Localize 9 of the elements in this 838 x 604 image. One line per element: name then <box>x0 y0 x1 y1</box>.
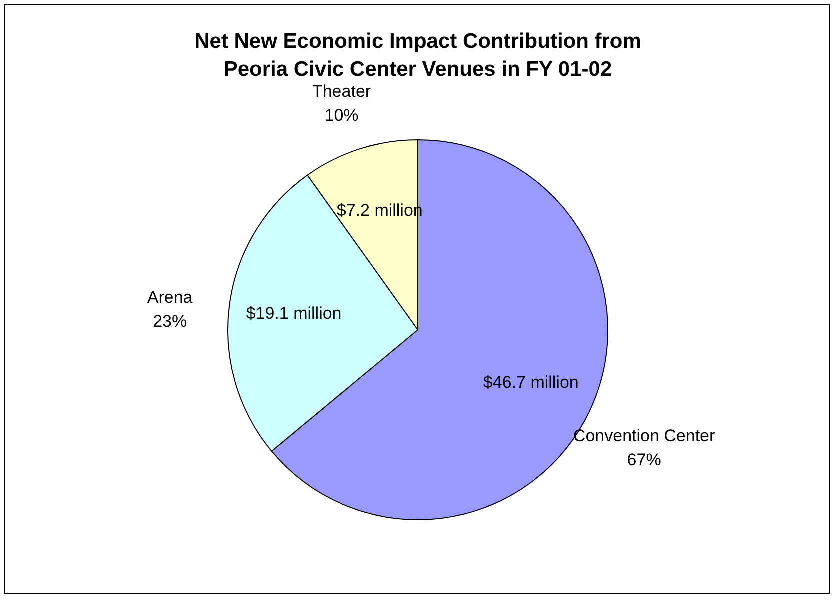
text: 67% <box>627 450 662 470</box>
chart-title: Net New Economic Impact Contribution from Peoria Civic Center Venues in FY 01-02 <box>194 30 642 81</box>
data-label: $46.7 million <box>483 373 579 392</box>
text: 10% <box>324 106 359 125</box>
text: 23% <box>153 312 188 331</box>
slice-label: Arena <box>147 288 194 307</box>
slice-label: Theater <box>312 82 372 101</box>
slice-label: Convention Center <box>573 426 716 446</box>
data-label: $19.1 million <box>246 304 342 323</box>
